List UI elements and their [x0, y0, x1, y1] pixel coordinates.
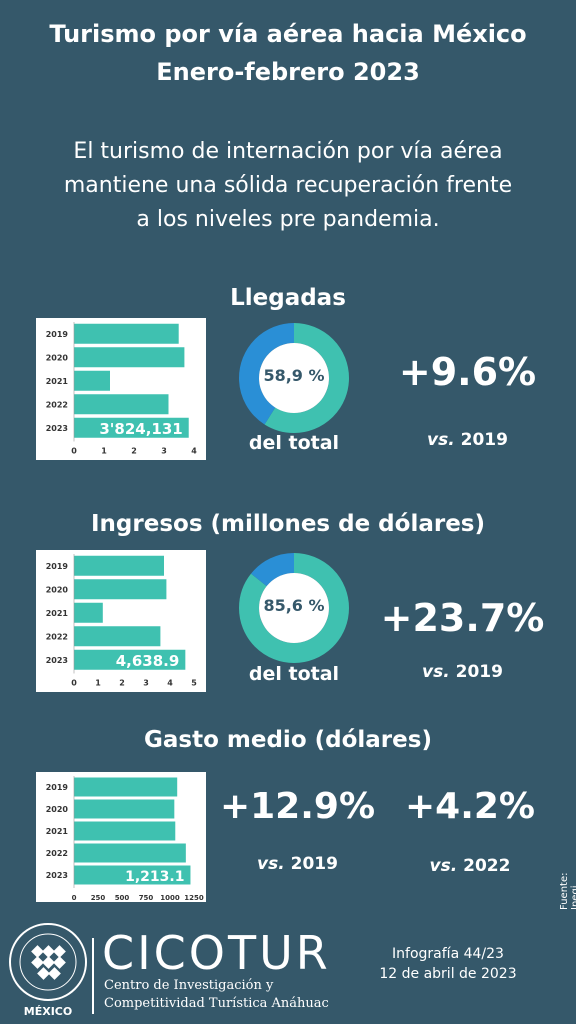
y-tick-label: 2019 — [46, 783, 69, 792]
data-label-2023: 3'824,131 — [99, 420, 182, 438]
llegadas-bar-chart: 2019 2020 2021 2022 2023 3'824,131 0 1 2 3 4 — [36, 318, 206, 460]
y-tick-label: 2023 — [46, 656, 68, 665]
y-tick-label: 2022 — [46, 849, 68, 858]
x-tick-label: 0 — [71, 447, 77, 456]
llegadas-donut-label: 58,9 % — [263, 366, 325, 385]
y-tick-label: 2023 — [46, 424, 68, 433]
ingresos-title: Ingresos (millones de dólares) — [90, 511, 485, 537]
infografia-number: Infografía 44/23 — [392, 946, 504, 962]
infografia-date: 12 de abril de 2023 — [379, 966, 517, 982]
anahuac-seal-logo: MÉXICO — [9, 923, 87, 1018]
x-tick-label: 250 — [91, 894, 106, 902]
vs-year: 2022 — [457, 856, 511, 876]
bar — [74, 370, 110, 391]
ingresos-donut-label: 85,6 % — [263, 596, 325, 615]
bar — [74, 865, 191, 885]
source-note: Fuente: Inegi — [559, 872, 576, 910]
subtitle-line1: El turismo de internación por vía aérea — [73, 139, 503, 164]
ingresos-donut-caption: del total — [248, 663, 340, 685]
llegadas-donut-caption: del total — [248, 432, 340, 454]
x-tick-label: 500 — [115, 894, 130, 902]
bar — [74, 843, 186, 863]
donut-slice — [239, 323, 349, 433]
bar — [74, 821, 176, 841]
y-tick-label: 2021 — [46, 827, 69, 836]
bar — [74, 777, 178, 797]
y-tick-label: 2020 — [46, 585, 69, 594]
y-tick-label: 2019 — [46, 330, 69, 339]
y-tick-label: 2019 — [46, 562, 69, 571]
brand-line2: Competitividad Turística Anáhuac — [104, 996, 329, 1011]
bar — [74, 394, 169, 415]
data-label-2023: 1,213.1 — [125, 869, 184, 885]
footer-divider — [92, 938, 94, 1014]
y-tick-label: 2021 — [46, 377, 69, 386]
x-tick-label: 4 — [167, 679, 173, 688]
llegadas-change: +9.6% — [398, 350, 537, 394]
vs-prefix: vs. — [422, 662, 450, 682]
x-tick-label: 0 — [72, 894, 77, 902]
ingresos-change: +23.7% — [380, 596, 545, 640]
bar — [74, 799, 175, 819]
x-tick-label: 0 — [71, 679, 77, 688]
page-title-line2: Enero-febrero 2023 — [156, 58, 420, 86]
subtitle-line2: mantiene una sólida recuperación frente — [63, 173, 513, 198]
gasto-vs-2022: vs. 2022 — [395, 856, 545, 876]
ingresos-bar-chart: 2019 2020 2021 2022 2023 4,638.9 0 1 2 3 4 5 — [36, 550, 206, 692]
bar — [74, 579, 167, 600]
ingresos-donut-chart — [239, 553, 349, 663]
vs-prefix: vs. — [257, 854, 285, 874]
bar — [74, 417, 189, 438]
bar — [74, 602, 103, 623]
gasto-change-2019: +12.9% — [219, 786, 376, 827]
x-tick-label: 5 — [191, 679, 197, 688]
vs-prefix: vs. — [429, 856, 458, 876]
gasto-title: Gasto medio (dólares) — [144, 727, 432, 753]
brand-line1: Centro de Investigación y — [104, 978, 274, 993]
gasto-change-2022: +4.2% — [404, 786, 535, 827]
ingresos-vs: vs. 2019 — [370, 662, 555, 682]
vs-year: 2019 — [284, 854, 338, 874]
x-tick-label: 3 — [161, 447, 167, 456]
x-tick-label: 750 — [139, 894, 154, 902]
bar — [74, 555, 164, 576]
llegadas-vs: vs. 2019 — [380, 430, 555, 450]
x-tick-label: 4 — [191, 447, 197, 456]
x-tick-label: 1 — [101, 447, 107, 456]
x-tick-label: 2 — [119, 679, 125, 688]
y-tick-label: 2021 — [46, 609, 69, 618]
gasto-bar-chart: 2019 2020 2021 2022 2023 1,213.1 0 250 500 750 100… — [36, 772, 206, 902]
bar — [74, 649, 186, 670]
y-tick-label: 2020 — [46, 353, 69, 362]
x-tick-label: 1000 — [160, 894, 180, 902]
x-tick-label: 3 — [143, 679, 149, 688]
bar — [74, 323, 179, 344]
x-tick-label: 2 — [131, 447, 137, 456]
page-title-line1: Turismo por vía aérea hacia México — [49, 20, 527, 48]
gasto-vs-2019: vs. 2019 — [210, 854, 385, 874]
y-tick-label: 2020 — [46, 805, 69, 814]
subtitle-line3: a los niveles pre pandemia. — [136, 207, 440, 232]
y-tick-label: 2023 — [46, 871, 68, 880]
llegadas-donut-chart — [239, 323, 349, 433]
bar — [74, 347, 185, 368]
vs-year: 2019 — [449, 662, 503, 682]
y-tick-label: 2022 — [46, 400, 68, 409]
donut-slice — [239, 553, 349, 663]
x-tick-label: 1 — [95, 679, 101, 688]
llegadas-title: Llegadas — [230, 285, 346, 311]
donut-center — [259, 573, 329, 643]
cicotur-brand: CICOTUR — [102, 926, 331, 980]
x-tick-label: 1250 — [184, 894, 204, 902]
vs-year: 2019 — [454, 430, 508, 450]
vs-prefix: vs. — [427, 430, 455, 450]
data-label-2023: 4,638.9 — [116, 652, 180, 670]
bar — [74, 626, 161, 647]
donut-center — [259, 343, 329, 413]
logo-country: MÉXICO — [24, 1005, 72, 1018]
y-tick-label: 2022 — [46, 632, 68, 641]
